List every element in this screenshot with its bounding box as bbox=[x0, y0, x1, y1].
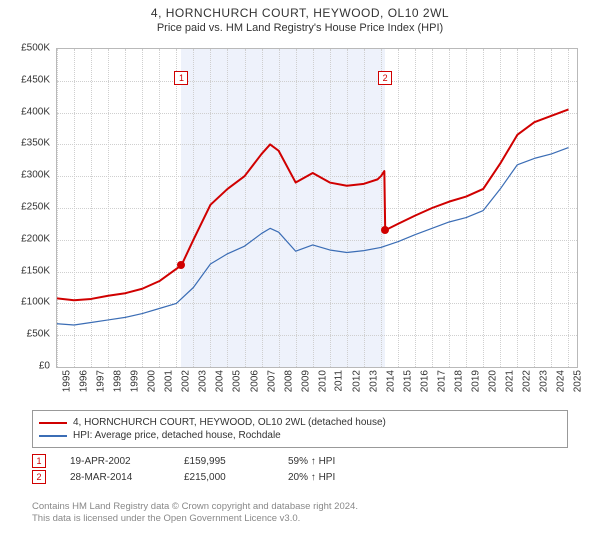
sale-price: £215,000 bbox=[184, 472, 264, 483]
sale-price: £159,995 bbox=[184, 456, 264, 467]
sale-row: 2 28-MAR-2014 £215,000 20% ↑ HPI bbox=[32, 470, 568, 484]
sale-marker-dot bbox=[177, 261, 185, 269]
y-tick-label: £250K bbox=[21, 202, 50, 213]
footer-attribution: Contains HM Land Registry data © Crown c… bbox=[32, 500, 568, 525]
plot-area: 12 bbox=[56, 48, 578, 368]
y-tick-label: £350K bbox=[21, 138, 50, 149]
y-tick-label: £200K bbox=[21, 233, 50, 244]
sale-marker-dot bbox=[381, 226, 389, 234]
x-tick-label: 2025 bbox=[573, 370, 600, 392]
sale-delta: 59% ↑ HPI bbox=[288, 456, 335, 467]
y-tick-label: £0 bbox=[39, 361, 50, 372]
sale-date: 28-MAR-2014 bbox=[70, 472, 160, 483]
y-tick-label: £300K bbox=[21, 170, 50, 181]
legend-item: 4, HORNCHURCH COURT, HEYWOOD, OL10 2WL (… bbox=[39, 417, 561, 428]
sale-date: 19-APR-2002 bbox=[70, 456, 160, 467]
legend: 4, HORNCHURCH COURT, HEYWOOD, OL10 2WL (… bbox=[32, 410, 568, 448]
y-tick-label: £100K bbox=[21, 297, 50, 308]
series-lines bbox=[57, 49, 577, 367]
chart-title: 4, HORNCHURCH COURT, HEYWOOD, OL10 2WL bbox=[0, 6, 600, 20]
y-tick-label: £150K bbox=[21, 265, 50, 276]
sale-index-box: 2 bbox=[32, 470, 46, 484]
sale-index-box: 1 bbox=[32, 454, 46, 468]
sale-marker-label: 2 bbox=[378, 71, 392, 85]
y-tick-label: £400K bbox=[21, 106, 50, 117]
sale-marker-label: 1 bbox=[174, 71, 188, 85]
legend-item: HPI: Average price, detached house, Roch… bbox=[39, 430, 561, 441]
sales-table: 1 19-APR-2002 £159,995 59% ↑ HPI 2 28-MAR-201… bbox=[32, 452, 568, 486]
chart-subtitle: Price paid vs. HM Land Registry's House … bbox=[0, 22, 600, 34]
y-tick-label: £450K bbox=[21, 74, 50, 85]
sale-row: 1 19-APR-2002 £159,995 59% ↑ HPI bbox=[32, 454, 568, 468]
chart: £0 £50K £100K £150K £200K £250K £300K £350K £400… bbox=[12, 46, 588, 404]
sale-delta: 20% ↑ HPI bbox=[288, 472, 335, 483]
y-tick-label: £50K bbox=[27, 329, 50, 340]
y-tick-label: £500K bbox=[21, 43, 50, 54]
